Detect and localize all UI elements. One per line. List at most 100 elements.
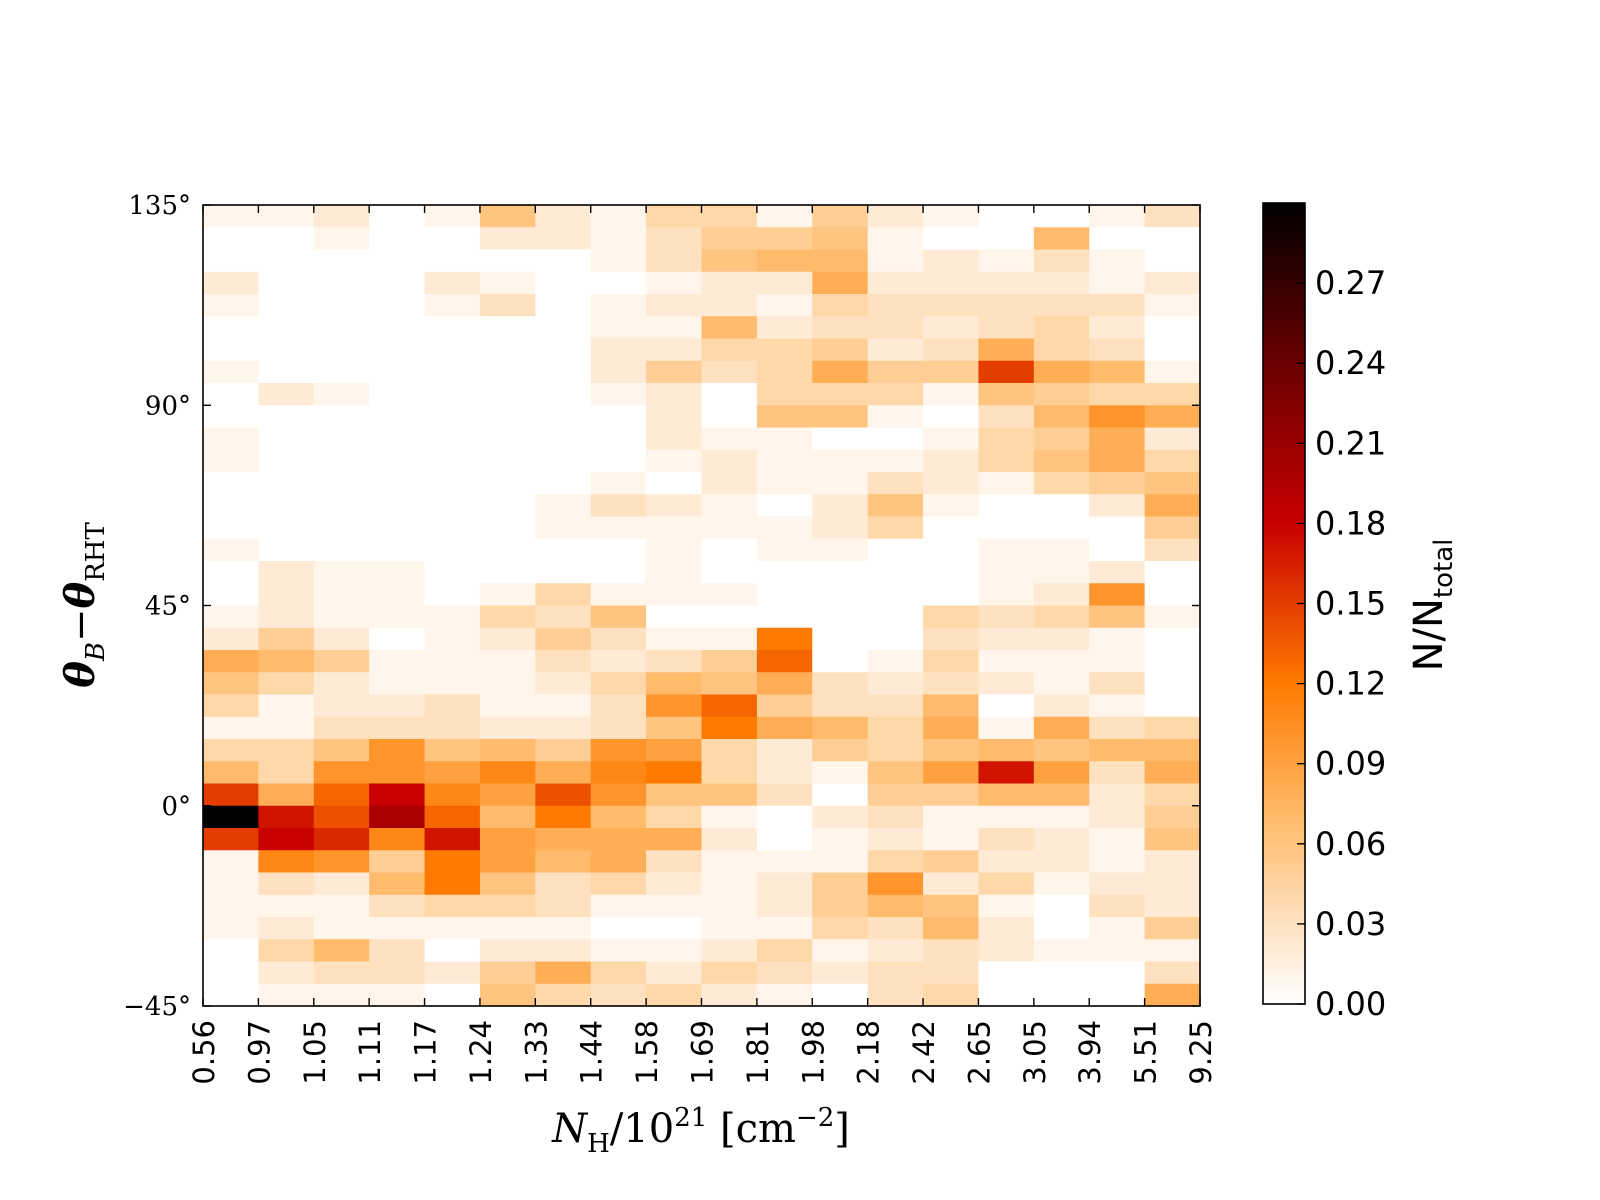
heatmap-cell — [1033, 983, 1090, 1007]
heatmap-cell — [590, 872, 647, 896]
heatmap-cell — [479, 538, 536, 562]
heatmap-cell — [1089, 405, 1146, 429]
heatmap-cell — [646, 538, 703, 562]
heatmap-cell — [1089, 472, 1146, 495]
heatmap-cell — [867, 405, 924, 429]
heatmap-cell — [479, 828, 536, 851]
heatmap-cell — [756, 227, 813, 251]
heatmap-cell — [535, 494, 592, 518]
heatmap-cell — [756, 983, 813, 1007]
x-tick-label: 0.56 — [187, 1020, 221, 1085]
heatmap-cell — [1144, 739, 1201, 762]
colorbar-tick-label: 0.24 — [1315, 344, 1386, 382]
heatmap-cell — [313, 249, 370, 273]
heatmap-cell — [369, 761, 426, 785]
heatmap-cell — [590, 583, 647, 607]
heatmap-cell — [535, 227, 592, 251]
heatmap-cell — [590, 961, 647, 985]
heatmap-cell — [313, 716, 370, 740]
heatmap-cell — [812, 227, 869, 251]
heatmap-cell — [923, 472, 980, 495]
heatmap-cell — [1089, 739, 1146, 762]
heatmap-cell — [258, 383, 315, 406]
heatmap-cell — [258, 983, 315, 1007]
heatmap-cell — [646, 716, 703, 740]
heatmap-cell — [258, 805, 315, 829]
heatmap-cell — [203, 805, 259, 829]
heatmap-cell — [1144, 783, 1201, 807]
heatmap-cell — [978, 917, 1035, 940]
heatmap-cell — [756, 249, 813, 273]
heatmap-cell — [424, 605, 481, 629]
heatmap-cell — [701, 583, 758, 607]
heatmap-cell — [701, 739, 758, 762]
heatmap-cell — [923, 716, 980, 740]
heatmap-cell — [424, 694, 481, 718]
heatmap-cell — [424, 205, 481, 228]
heatmap-cell — [1144, 894, 1201, 918]
heatmap-cell — [479, 894, 536, 918]
heatmap-cell — [479, 672, 536, 696]
heatmap-cell — [756, 427, 813, 451]
heatmap-cell — [258, 472, 315, 495]
heatmap-cell — [1089, 983, 1146, 1007]
heatmap-cell — [867, 761, 924, 785]
heatmap-cell — [1144, 427, 1201, 451]
heatmap-cell — [1144, 961, 1201, 985]
heatmap-cell — [535, 360, 592, 384]
heatmap-cell — [424, 249, 481, 273]
heatmap-cell — [424, 805, 481, 829]
heatmap-cell — [701, 516, 758, 540]
heatmap-cell — [203, 850, 259, 874]
heatmap-cell — [701, 894, 758, 918]
heatmap-cell — [1033, 894, 1090, 918]
heatmap-cell — [1033, 271, 1090, 295]
heatmap-cell — [923, 694, 980, 718]
heatmap-cell — [978, 850, 1035, 874]
heatmap-cell — [978, 939, 1035, 963]
heatmap-cell — [313, 427, 370, 451]
heatmap-cell — [978, 249, 1035, 273]
heatmap-cell — [313, 872, 370, 896]
heatmap-cell — [369, 516, 426, 540]
heatmap-cell — [701, 828, 758, 851]
heatmap-cell — [812, 405, 869, 429]
heatmap-cell — [756, 294, 813, 317]
heatmap-cell — [590, 627, 647, 651]
heatmap-cell — [369, 271, 426, 295]
heatmap-cell — [867, 494, 924, 518]
heatmap-cell — [535, 472, 592, 495]
heatmap-cell — [590, 694, 647, 718]
heatmap-cell — [646, 783, 703, 807]
x-tick-label: 2.18 — [852, 1020, 886, 1085]
heatmap-cell — [646, 650, 703, 673]
heatmap-cell — [479, 694, 536, 718]
heatmap-cell — [369, 627, 426, 651]
heatmap-cell — [313, 939, 370, 963]
heatmap-cell — [923, 294, 980, 317]
heatmap-cell — [978, 650, 1035, 673]
y-axis-label: θB−θRHT — [57, 522, 111, 688]
heatmap-cell — [1033, 739, 1090, 762]
heatmap-cell — [1144, 516, 1201, 540]
heatmap-cell — [203, 383, 259, 406]
heatmap-cell — [313, 739, 370, 762]
heatmap-cell — [313, 338, 370, 362]
heatmap-cell — [313, 405, 370, 429]
heatmap-cell — [479, 271, 536, 295]
heatmap-cell — [258, 249, 315, 273]
heatmap-cell — [479, 360, 536, 384]
heatmap-cell — [313, 383, 370, 406]
heatmap-cell — [978, 716, 1035, 740]
heatmap-cell — [590, 294, 647, 317]
heatmap-cell — [1033, 783, 1090, 807]
heatmap-cell — [923, 427, 980, 451]
heatmap-cell — [479, 783, 536, 807]
heatmap-cell — [590, 449, 647, 473]
heatmap-cell — [590, 383, 647, 406]
heatmap-cell — [479, 983, 536, 1007]
heatmap-cell — [313, 449, 370, 473]
heatmap-cell — [535, 605, 592, 629]
heatmap-cell — [203, 472, 259, 495]
heatmap-cell — [867, 694, 924, 718]
